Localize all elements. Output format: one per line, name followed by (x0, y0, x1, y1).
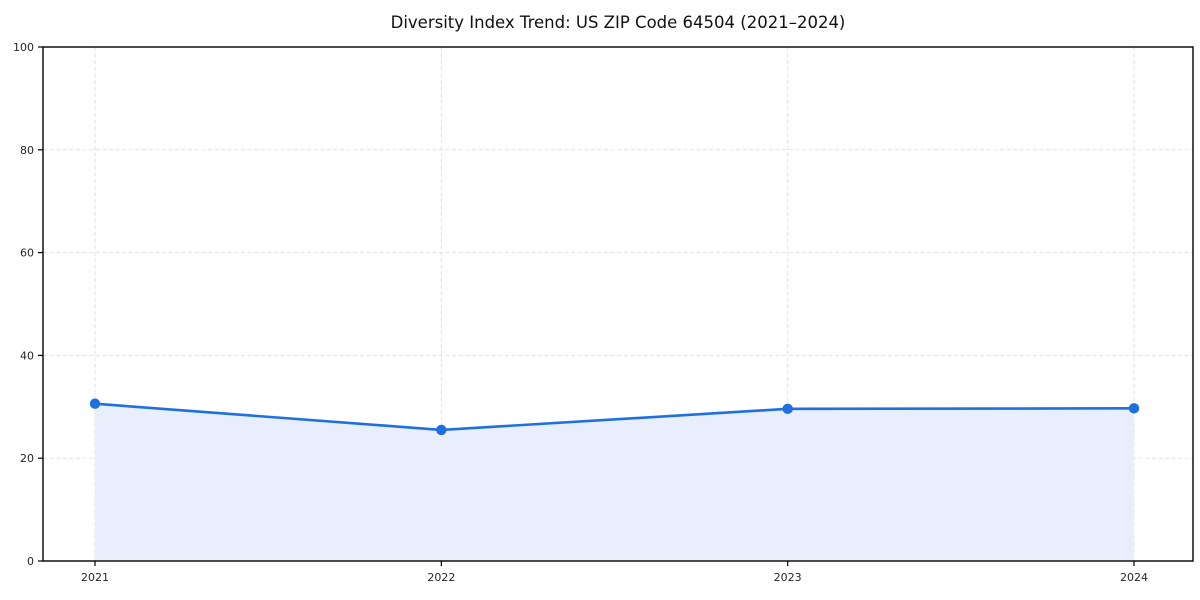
area-fill (95, 403, 1134, 561)
plot-border (42, 46, 1194, 562)
chart-title: Diversity Index Trend: US ZIP Code 64504… (390, 13, 846, 32)
y-tick-label: 80 (20, 144, 34, 157)
data-point-marker (1128, 403, 1140, 414)
y-tick-label: 0 (27, 555, 34, 568)
x-tick-label: 2021 (81, 571, 109, 584)
y-tick-label: 40 (20, 349, 34, 362)
x-tick-label: 2022 (427, 571, 455, 584)
y-tick-label: 100 (13, 41, 34, 54)
x-tick-label: 2023 (774, 571, 802, 584)
y-tick-label: 20 (20, 452, 34, 465)
data-point-marker (89, 398, 101, 409)
x-tick-label: 2024 (1120, 571, 1148, 584)
trend-line (93, 402, 1136, 432)
y-tick-label: 60 (20, 247, 34, 260)
data-point-marker (436, 424, 447, 436)
data-point-marker (782, 403, 793, 415)
